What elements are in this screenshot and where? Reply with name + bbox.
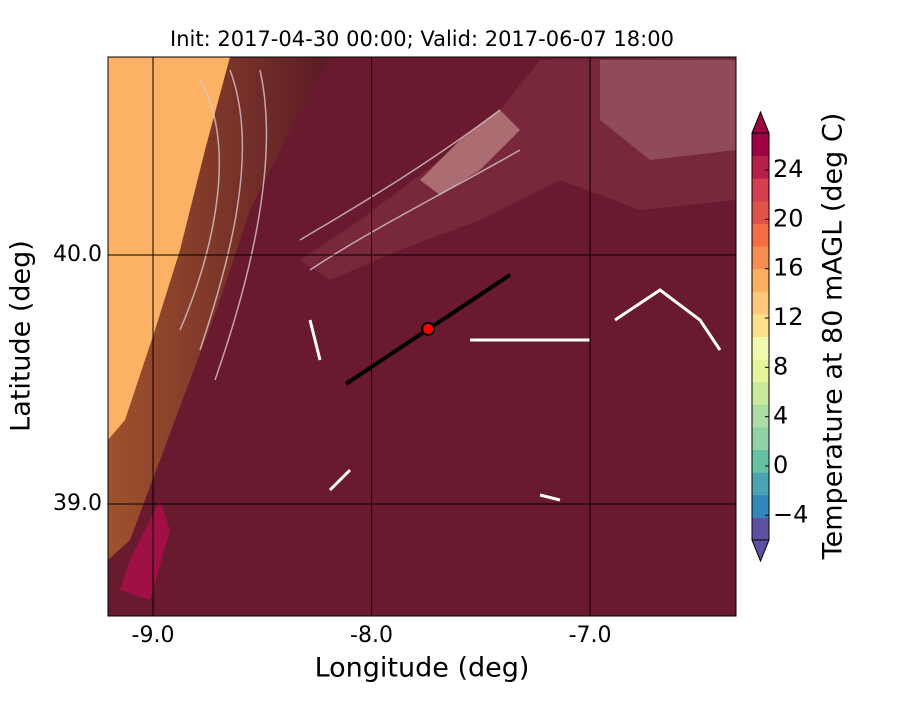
colorbar-segment — [752, 133, 769, 157]
colorbar-tick-label: 4 — [773, 402, 788, 430]
colorbar-tick-label: −4 — [773, 500, 808, 528]
colorbar-segment — [752, 426, 769, 451]
plot-frame — [107, 56, 737, 617]
x-axis-label: Longitude (deg) — [315, 653, 530, 684]
colorbar-segment — [752, 200, 769, 224]
colorbar-segment — [752, 223, 769, 247]
colorbar-tick-label: 8 — [773, 352, 788, 380]
x-tick-label: -7.0 — [569, 623, 612, 648]
colorbar-frame — [751, 132, 770, 541]
colorbar-tick-label: 16 — [773, 254, 804, 282]
colorbar-segment — [752, 359, 769, 383]
colorbar-segment — [752, 472, 769, 496]
y-tick-label: 39.0 — [53, 491, 102, 516]
chart-title: Init: 2017-04-30 00:00; Valid: 2017-06-0… — [170, 27, 674, 51]
colorbar-label: Temperature at 80 mAGL (deg C) — [818, 113, 849, 561]
colorbar-segment — [752, 246, 769, 270]
colorbar-segment — [752, 268, 769, 292]
colorbar-tick-label: 20 — [773, 204, 804, 232]
colorbar-tick-label: 0 — [773, 451, 788, 479]
colorbar-segment — [752, 336, 769, 360]
colorbar-segment — [752, 155, 769, 179]
colorbar-segment — [752, 291, 769, 315]
x-tick-label: -9.0 — [132, 623, 175, 648]
terrain-field — [108, 57, 736, 616]
x-tick-label: -8.0 — [350, 623, 393, 648]
colorbar-segment — [752, 517, 769, 541]
y-axis-label: Latitude (deg) — [6, 240, 37, 432]
colorbar-tick-label: 24 — [773, 155, 804, 183]
y-tick-label: 40.0 — [53, 242, 102, 267]
colorbar-segment — [752, 494, 769, 518]
colorbar-tick-label: 12 — [773, 303, 804, 331]
colorbar-segment — [752, 449, 769, 473]
colorbar-segment — [752, 404, 769, 428]
colorbar-extend-high — [751, 110, 770, 134]
colorbar-segment — [752, 178, 769, 202]
colorbar-segment — [752, 381, 769, 405]
colorbar-segment — [752, 313, 769, 337]
colorbar-extend-low — [751, 539, 770, 563]
location-point — [421, 321, 436, 336]
